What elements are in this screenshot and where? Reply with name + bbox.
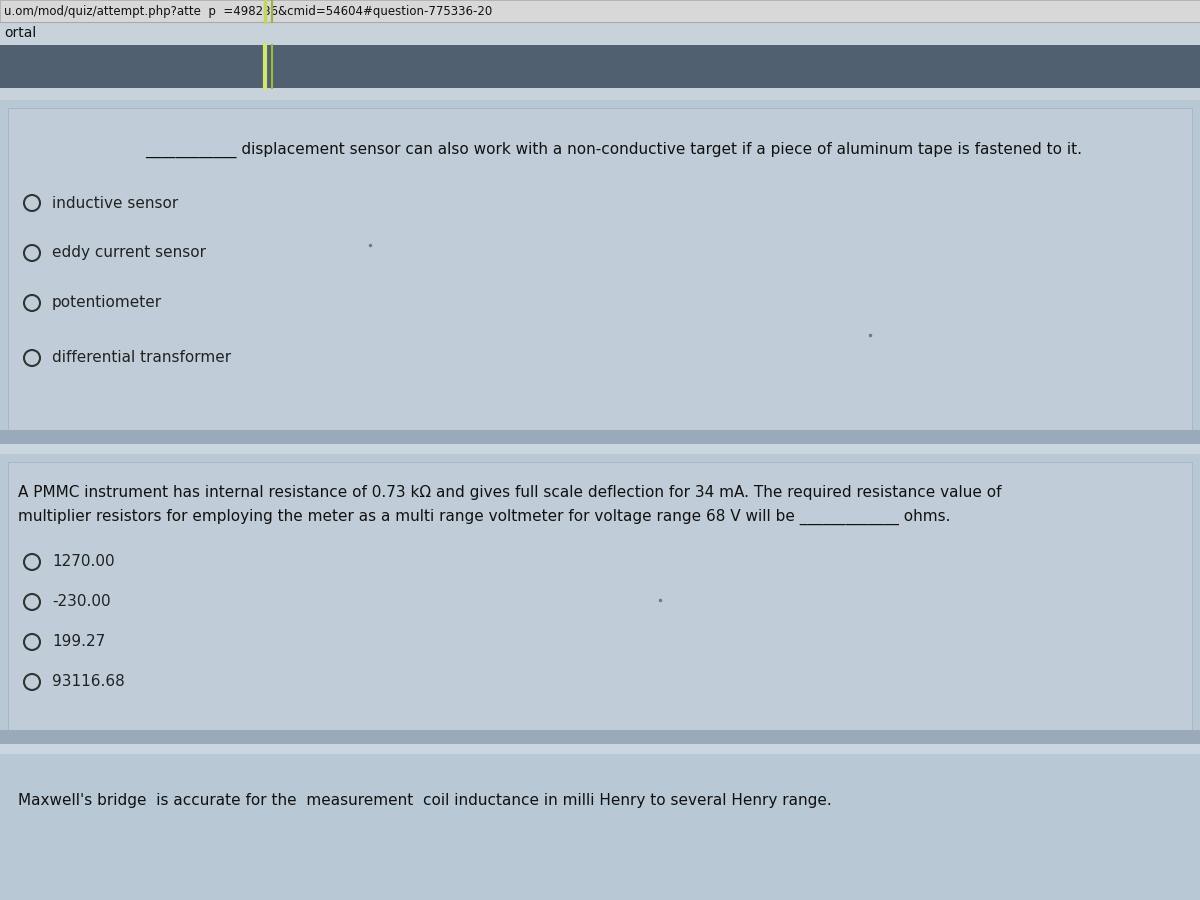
Text: inductive sensor: inductive sensor <box>52 195 179 211</box>
Text: Maxwell's bridge  is accurate for the  measurement  coil inductance in milli Hen: Maxwell's bridge is accurate for the mea… <box>18 793 832 807</box>
Bar <box>0 45 1200 88</box>
Bar <box>0 22 1200 45</box>
Bar <box>0 0 1200 22</box>
Text: u.om/mod/quiz/attempt.php?atte  p  =498286&cmid=54604#question-775336-20: u.om/mod/quiz/attempt.php?atte p =498286… <box>4 4 492 17</box>
Bar <box>0 754 1200 762</box>
Text: multiplier resistors for employing the meter as a multi range voltmeter for volt: multiplier resistors for employing the m… <box>18 508 950 525</box>
Text: 199.27: 199.27 <box>52 634 106 650</box>
Text: -230.00: -230.00 <box>52 595 110 609</box>
Bar <box>0 88 1200 100</box>
Bar <box>0 730 1200 744</box>
Text: ortal: ortal <box>4 26 36 40</box>
Text: differential transformer: differential transformer <box>52 350 232 365</box>
Bar <box>8 108 1192 430</box>
Bar <box>0 444 1200 454</box>
Bar <box>0 744 1200 754</box>
Text: 1270.00: 1270.00 <box>52 554 115 570</box>
Text: ____________ displacement sensor can also work with a non-conductive target if a: ____________ displacement sensor can als… <box>145 142 1082 158</box>
Text: eddy current sensor: eddy current sensor <box>52 246 206 260</box>
Bar <box>0 454 1200 462</box>
Bar <box>0 100 1200 900</box>
Bar <box>8 462 1192 730</box>
Text: 93116.68: 93116.68 <box>52 674 125 689</box>
Bar <box>0 430 1200 444</box>
Text: potentiometer: potentiometer <box>52 295 162 310</box>
Text: A PMMC instrument has internal resistance of 0.73 kΩ and gives full scale deflec: A PMMC instrument has internal resistanc… <box>18 484 1002 500</box>
